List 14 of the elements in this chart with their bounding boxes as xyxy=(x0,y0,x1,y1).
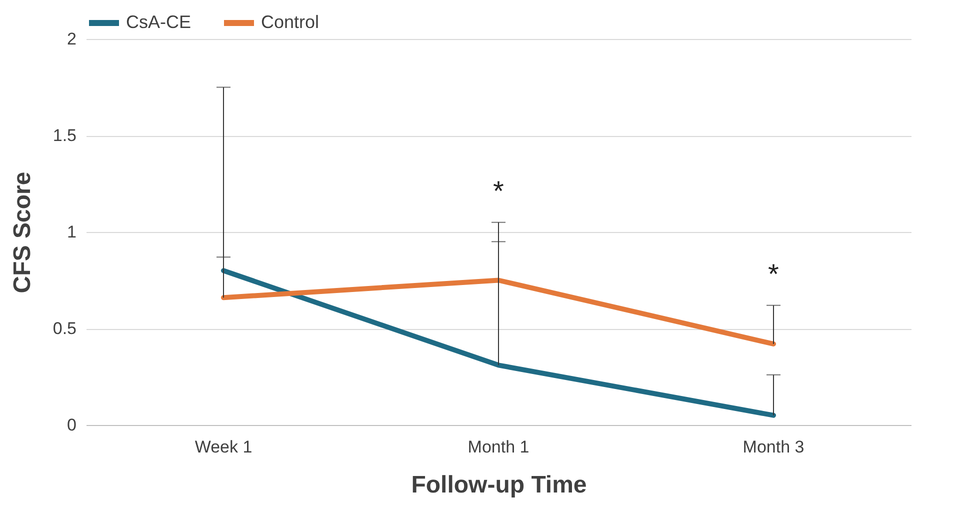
annotation: * xyxy=(768,258,780,290)
legend-label: Control xyxy=(261,12,320,32)
annotation: * xyxy=(493,175,504,206)
y-tick-label: 1 xyxy=(67,222,76,242)
x-tick-label: Month 3 xyxy=(742,438,804,456)
x-tick-label: Month 1 xyxy=(468,438,530,456)
legend-label: CsA-CE xyxy=(126,12,192,32)
y-tick-label: 2 xyxy=(67,30,76,48)
y-tick-label: 0.5 xyxy=(52,319,76,338)
y-tick-label: 1.5 xyxy=(52,126,76,145)
x-axis-title: Follow-up Time xyxy=(411,472,587,498)
y-axis-title: CFS Score xyxy=(8,172,36,294)
x-tick-label: Week 1 xyxy=(194,438,252,456)
y-tick-label: 0 xyxy=(67,416,76,434)
